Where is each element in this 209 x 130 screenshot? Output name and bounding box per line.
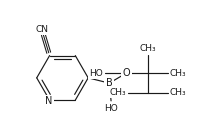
Text: CH₃: CH₃ bbox=[110, 88, 126, 97]
Text: CH₃: CH₃ bbox=[170, 69, 186, 78]
Text: CH₃: CH₃ bbox=[140, 44, 156, 53]
Text: HO: HO bbox=[89, 69, 103, 78]
Text: CH₃: CH₃ bbox=[170, 88, 186, 97]
Text: B: B bbox=[106, 78, 113, 88]
Text: N: N bbox=[45, 96, 52, 106]
Text: O: O bbox=[122, 68, 130, 78]
Text: CN: CN bbox=[35, 25, 48, 34]
Text: HO: HO bbox=[104, 104, 118, 113]
